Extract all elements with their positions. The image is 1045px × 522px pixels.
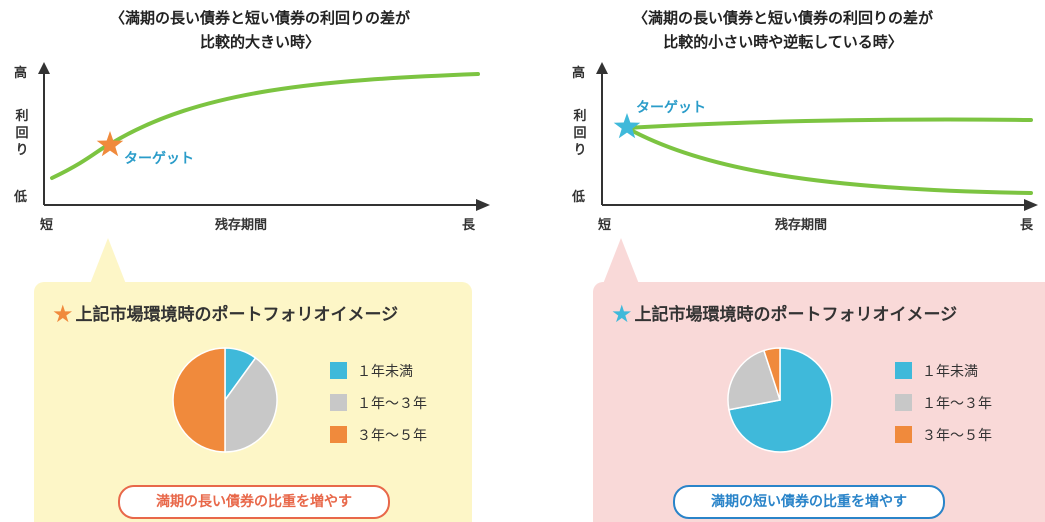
star-icon: ★ — [611, 300, 633, 328]
x-axis-label: 残存期間 — [775, 218, 828, 233]
legend-label: １年～３年 — [922, 396, 992, 412]
portfolio-box-title: ★ 上記市場環境時のポートフォリオイメージ — [593, 300, 1045, 328]
legend-item-3y-5y: ３年～５年 — [895, 426, 992, 450]
portfolio-box-title: ★ 上記市場環境時のポートフォリオイメージ — [34, 300, 472, 328]
legend-item-3y-5y: ３年～５年 — [330, 426, 427, 450]
heading-line-1: 〈満期の長い債券と短い債券の利回りの差が — [109, 9, 410, 27]
y-axis-arrowhead — [596, 62, 608, 74]
portfolio-box-title-text: 上記市場環境時のポートフォリオイメージ — [634, 305, 958, 325]
pie-slice-3 — [762, 347, 781, 401]
y-low-label: 低 — [14, 190, 28, 205]
portfolio-pie-chart — [172, 347, 278, 453]
star-icon: ★ — [52, 300, 74, 328]
pie-legend: １年未満 １年～３年 ３年～５年 — [330, 362, 427, 458]
legend-item-under-1y: １年未満 — [895, 362, 992, 386]
panel-heading: 〈満期の長い債券と短い債券の利回りの差が 比較的大きい時〉 — [0, 6, 520, 54]
target-star-icon — [96, 131, 124, 157]
x-short-label: 短 — [40, 218, 54, 233]
pie-legend: １年未満 １年～３年 ３年～５年 — [895, 362, 992, 458]
y-axis-label: 利回り — [573, 109, 587, 158]
y-axis-label: 利回り — [15, 109, 29, 158]
legend-swatch — [330, 426, 347, 443]
x-axis-arrowhead — [476, 199, 490, 211]
strategy-pill: 満期の短い債券の比重を増やす — [673, 485, 945, 519]
legend-swatch — [330, 362, 347, 379]
legend-label: １年～３年 — [357, 396, 427, 412]
legend-swatch — [330, 394, 347, 411]
panel-steep-curve: 〈満期の長い債券と短い債券の利回りの差が 比較的大きい時〉 高 利回り 低 短 … — [0, 0, 522, 522]
portfolio-pie-chart — [727, 347, 833, 453]
x-axis-arrowhead — [1024, 199, 1038, 211]
pie-slice-2 — [727, 349, 781, 411]
callout-pointer — [603, 238, 639, 284]
panel-heading: 〈満期の長い債券と短い債券の利回りの差が 比較的小さい時や逆転している時〉 — [523, 6, 1043, 54]
heading-line-1: 〈満期の長い債券と短い債券の利回りの差が — [632, 9, 933, 27]
legend-item-1y-3y: １年～３年 — [330, 394, 427, 418]
yield-curve-line — [50, 72, 480, 180]
portfolio-box-title-text: 上記市場環境時のポートフォリオイメージ — [75, 305, 399, 325]
heading-line-2: 比較的大きい時〉 — [199, 33, 320, 51]
x-axis-label: 残存期間 — [215, 218, 268, 233]
strategy-pill: 満期の長い債券の比重を増やす — [118, 485, 390, 519]
legend-item-1y-3y: １年～３年 — [895, 394, 992, 418]
legend-swatch — [895, 394, 912, 411]
y-high-label: 高 — [14, 66, 28, 81]
legend-label: ３年～５年 — [922, 428, 992, 444]
callout-pointer — [90, 238, 126, 284]
y-low-label: 低 — [572, 190, 586, 205]
legend-swatch — [895, 426, 912, 443]
target-star-icon — [613, 113, 641, 139]
y-axis-arrowhead — [38, 62, 50, 74]
target-label: ターゲット — [636, 100, 706, 116]
y-high-label: 高 — [572, 66, 586, 81]
panel-flat-inverted-curve: 〈満期の長い債券と短い債券の利回りの差が 比較的小さい時や逆転している時〉 高 … — [523, 0, 1045, 522]
x-long-label: 長 — [1020, 218, 1034, 233]
legend-swatch — [895, 362, 912, 379]
inverted-curve-line — [625, 126, 1033, 195]
pie-slice-2 — [224, 356, 278, 453]
yield-curve-chart — [596, 62, 1038, 211]
x-short-label: 短 — [598, 218, 612, 233]
heading-line-2: 比較的小さい時や逆転している時〉 — [663, 33, 903, 51]
legend-label: ３年～５年 — [357, 428, 427, 444]
legend-label: １年未満 — [357, 364, 413, 380]
pie-slice-3 — [172, 347, 226, 453]
yield-curve-chart — [38, 62, 490, 211]
target-label: ターゲット — [124, 151, 194, 167]
legend-item-under-1y: １年未満 — [330, 362, 427, 386]
x-long-label: 長 — [462, 218, 476, 233]
legend-label: １年未満 — [922, 364, 978, 380]
flat-curve-line — [625, 117, 1033, 130]
